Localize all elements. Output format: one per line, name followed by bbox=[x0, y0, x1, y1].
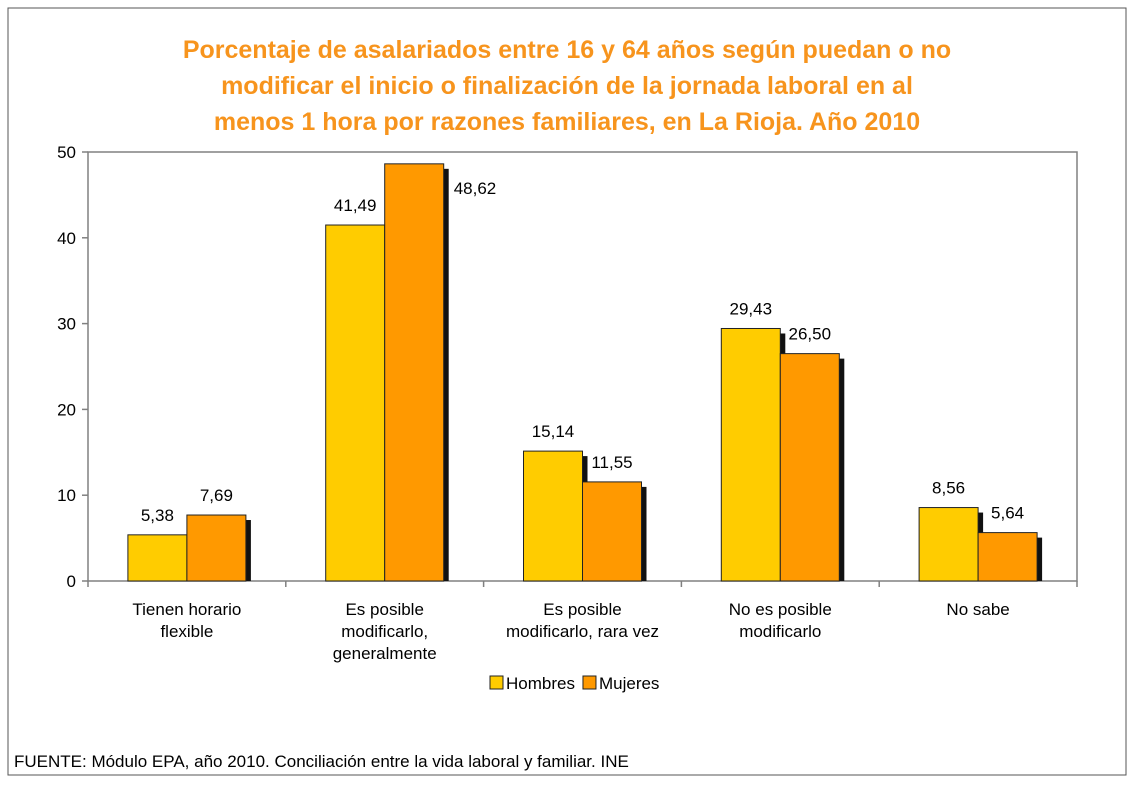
value-label: 41,49 bbox=[334, 196, 377, 215]
x-tick-label: Es posible modificarlo, generalmente bbox=[333, 600, 437, 663]
y-tick-label: 10 bbox=[57, 486, 76, 505]
x-tick-label: No sabe bbox=[946, 600, 1009, 619]
x-tick-label-line: No sabe bbox=[946, 600, 1009, 619]
legend-label: Hombres bbox=[506, 674, 575, 693]
value-label: 29,43 bbox=[730, 299, 773, 318]
value-label: 7,69 bbox=[200, 486, 233, 505]
bar bbox=[186, 514, 247, 582]
x-tick-label-line: Es posible bbox=[345, 600, 423, 619]
chart-title: modificar el inicio o finalización de la… bbox=[221, 72, 913, 100]
y-tick-label: 30 bbox=[57, 315, 76, 334]
value-label: 5,64 bbox=[991, 504, 1024, 523]
x-tick-label-line: flexible bbox=[160, 622, 213, 641]
bar bbox=[384, 163, 445, 582]
legend-label: Mujeres bbox=[599, 674, 659, 693]
source-note: FUENTE: Módulo EPA, año 2010. Conciliaci… bbox=[14, 752, 629, 771]
x-tick-label-line: modificarlo bbox=[739, 622, 821, 641]
bar bbox=[325, 224, 386, 582]
x-tick-label: Tienen horario flexible bbox=[132, 600, 241, 641]
y-tick-label: 50 bbox=[57, 143, 76, 162]
x-tick-label-line: No es posible bbox=[729, 600, 832, 619]
x-tick-label-line: Tienen horario bbox=[132, 600, 241, 619]
bar bbox=[720, 327, 781, 582]
x-tick-label-line: generalmente bbox=[333, 644, 437, 663]
legend-swatch bbox=[489, 675, 504, 690]
value-label: 11,55 bbox=[591, 453, 632, 472]
bar bbox=[127, 534, 188, 582]
bar bbox=[582, 481, 642, 582]
y-tick-label: 20 bbox=[57, 400, 76, 419]
x-tick-label: Es posible modificarlo, rara vez bbox=[506, 600, 659, 641]
y-tick-label: 40 bbox=[57, 229, 76, 248]
value-label: 26,50 bbox=[789, 325, 832, 344]
bar bbox=[779, 353, 840, 582]
x-tick-label-line: Es posible bbox=[543, 600, 621, 619]
value-label: 48,62 bbox=[454, 179, 497, 198]
value-label: 15,14 bbox=[532, 422, 575, 441]
legend-swatch bbox=[582, 675, 597, 690]
chart-title: Porcentaje de asalariados entre 16 y 64 … bbox=[183, 36, 951, 64]
x-tick-label: No es posible modificarlo bbox=[729, 600, 832, 641]
bar bbox=[918, 507, 979, 582]
value-label: 5,38 bbox=[141, 506, 174, 525]
x-tick-label-line: modificarlo, bbox=[341, 622, 428, 641]
x-tick-label-line: modificarlo, rara vez bbox=[506, 622, 659, 641]
chart-frame bbox=[7, 7, 1127, 776]
value-label: 8,56 bbox=[932, 479, 965, 498]
bar bbox=[977, 532, 1038, 582]
bar bbox=[523, 450, 583, 582]
chart-title: menos 1 hora por razones familiares, en … bbox=[214, 108, 920, 136]
y-tick-label: 0 bbox=[67, 572, 76, 591]
